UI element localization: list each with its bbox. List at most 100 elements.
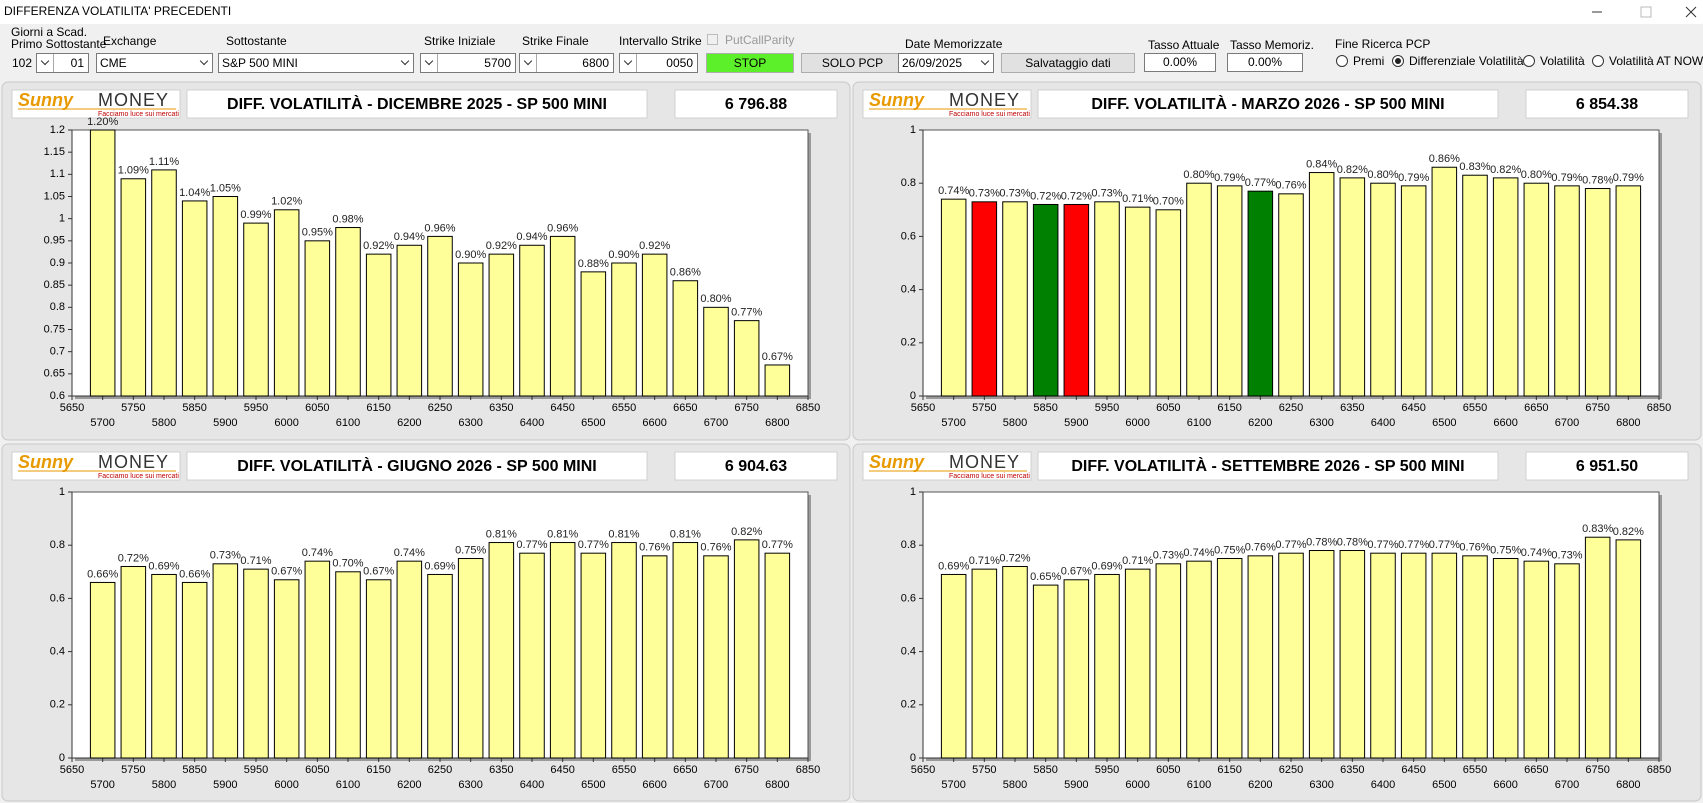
x-tick-label: 6750 [734, 402, 758, 414]
x-tick-label: 5900 [1064, 779, 1088, 791]
logo-brand: MONEY [98, 452, 169, 472]
bar [488, 542, 515, 759]
date-combo[interactable]: 26/09/2025 [898, 53, 994, 73]
x-tick-label: 6650 [1524, 764, 1548, 776]
bar [549, 235, 576, 397]
radio-label[interactable]: Premi [1353, 54, 1385, 68]
bar [1002, 201, 1028, 397]
rate-field[interactable]: 0.00% [1144, 53, 1216, 72]
logo-tagline: Facciamo luce sui mercati [98, 111, 179, 118]
radio-button[interactable] [1523, 55, 1535, 67]
data-label: 0.72% [118, 552, 149, 564]
bar [427, 573, 453, 759]
radio-label[interactable]: Volatilità [1540, 54, 1585, 68]
bar [1186, 182, 1212, 397]
data-label: 0.71% [1122, 555, 1153, 567]
y-tick-label: 0.8 [901, 539, 916, 551]
x-tick-label: 6450 [1401, 402, 1425, 414]
logo-box [862, 451, 1032, 481]
window-controls[interactable] [1590, 6, 1700, 18]
bar [1400, 552, 1427, 759]
x-tick-label: 6100 [336, 779, 360, 791]
bar [1002, 565, 1028, 759]
bar [1032, 203, 1059, 397]
logo-brand: Sunny [18, 90, 74, 110]
x-tick-label: 6700 [1555, 417, 1579, 429]
save-button[interactable]: Salvataggio dati [1001, 53, 1135, 73]
bar [1431, 552, 1458, 759]
logo-brand: MONEY [949, 90, 1020, 110]
x-tick-label: 6150 [1217, 764, 1241, 776]
x-tick-label: 6850 [796, 402, 820, 414]
label: Strike Iniziale [424, 34, 496, 48]
x-tick-label: 5850 [1033, 402, 1057, 414]
data-label: 0.76% [1245, 542, 1276, 554]
radio-button[interactable] [1392, 55, 1404, 67]
x-tick-label: 6250 [428, 402, 452, 414]
solo-pcp-button[interactable]: SOLO PCP [801, 53, 904, 73]
x-tick-label: 5700 [90, 779, 114, 791]
bar [1492, 177, 1519, 397]
radio-button[interactable] [1592, 55, 1604, 67]
y-tick-label: 0.65 [44, 368, 65, 380]
strike-start-combo[interactable]: 5700 [420, 53, 516, 73]
data-label: 0.79% [1398, 172, 1429, 184]
x-tick-label: 6650 [673, 402, 697, 414]
x-tick-label: 5900 [1064, 417, 1088, 429]
data-label: 0.80% [1521, 169, 1552, 181]
x-tick-label: 5700 [941, 417, 965, 429]
radio-label[interactable]: Volatilità AT NOW [1609, 54, 1703, 68]
radio-label[interactable]: Differenziale Volatilità [1409, 54, 1524, 68]
x-tick-label: 5850 [182, 764, 206, 776]
data-label: 1.05% [210, 182, 241, 194]
label: Giorni a Scad. [11, 25, 88, 39]
stop-button[interactable]: STOP [706, 53, 794, 73]
x-tick-label: 5700 [90, 417, 114, 429]
x-tick-label: 6200 [1248, 779, 1272, 791]
data-label: 0.72% [1030, 190, 1061, 202]
underlying-combo[interactable]: S&P 500 MINI [218, 53, 414, 73]
combo-value: 6800 [582, 56, 609, 70]
x-tick-label: 5900 [213, 417, 237, 429]
x-tick-label: 6400 [1371, 779, 1395, 791]
label: Strike Finale [522, 34, 589, 48]
bar [1186, 560, 1212, 759]
data-label: 0.73% [1551, 550, 1582, 562]
bar [365, 579, 392, 759]
x-tick-label: 6300 [1309, 417, 1333, 429]
checkbox[interactable] [707, 34, 718, 45]
label: Tasso Memoriz. [1230, 38, 1315, 52]
x-tick-label: 6600 [1493, 417, 1517, 429]
data-label: 0.75% [1490, 544, 1521, 556]
data-label: 0.81% [486, 528, 517, 540]
x-tick-label: 6050 [305, 764, 329, 776]
bar [335, 227, 361, 397]
data-label: 0.75% [455, 544, 486, 556]
data-label: 0.77% [1367, 539, 1398, 551]
x-tick-label: 5800 [152, 779, 176, 791]
days-combo[interactable]: 01 [36, 53, 89, 73]
bar [611, 262, 637, 397]
strike-step-combo[interactable]: 0050 [619, 53, 698, 73]
strike-end-combo[interactable]: 6800 [519, 53, 614, 73]
x-tick-label: 6450 [1401, 764, 1425, 776]
bar [1615, 185, 1642, 397]
close[interactable] [1685, 6, 1697, 18]
bar [243, 568, 269, 759]
x-tick-label: 5850 [182, 402, 206, 414]
radio-button[interactable] [1336, 55, 1348, 67]
exchange-combo[interactable]: CME [96, 53, 213, 73]
stored-rate-field[interactable]: 0.00% [1227, 53, 1303, 72]
data-label: 0.73% [1091, 188, 1122, 200]
chart-title: DIFF. VOLATILITÀ - SETTEMBRE 2026 - SP 5… [1071, 456, 1464, 475]
logo-brand: MONEY [98, 90, 169, 110]
price: 6 904.63 [725, 458, 787, 475]
label: Primo Sottostante [11, 37, 107, 51]
logo-tagline: Facciamo luce sui mercati [949, 111, 1030, 118]
data-label: 0.74% [1521, 547, 1552, 559]
maximize[interactable] [1640, 6, 1652, 18]
data-label: 0.70% [1153, 196, 1184, 208]
bar [1339, 550, 1366, 759]
x-tick-label: 6100 [1187, 417, 1211, 429]
